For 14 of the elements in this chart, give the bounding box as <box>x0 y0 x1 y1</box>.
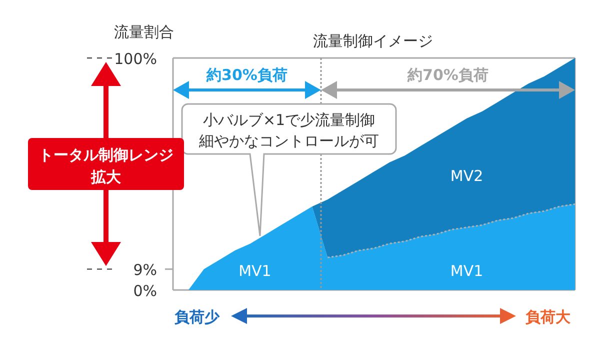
y-tick-label: 0% <box>133 282 157 300</box>
series-label: MV1 <box>238 262 272 280</box>
annotation: MV1 <box>450 262 484 280</box>
text: 負荷大 <box>526 308 572 326</box>
annotation: 約30%負荷 <box>206 66 288 84</box>
y-axis-title: 流量割合 <box>114 23 174 41</box>
annotation: 小バルブ×1で少流量制御細やかなコントロールが可 <box>198 111 379 150</box>
annotation: トータル制御レンジ拡大 <box>38 146 174 186</box>
y-tick-label: 9% <box>133 261 157 280</box>
text: 負荷少 <box>174 308 220 326</box>
chart-title: 流量制御イメージ <box>313 32 433 50</box>
series-label: MV2 <box>450 166 484 185</box>
y-tick-label: 100% <box>114 50 157 68</box>
annotation: 約70%負荷 <box>406 66 488 84</box>
